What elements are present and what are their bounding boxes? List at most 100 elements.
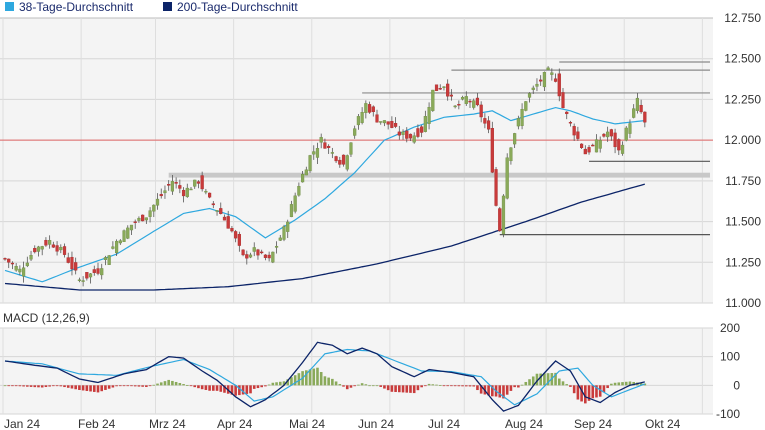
macd-histogram-bar [345,385,349,390]
candle-body [460,97,465,100]
macd-histogram-bar [260,385,263,388]
macd-histogram-bar [66,385,70,388]
macd-histogram-bar [44,385,48,388]
macd-histogram-bar [509,385,513,391]
candle-body [427,107,431,124]
macd-histogram-bar [197,385,200,389]
macd-y-tick-label: 100 [720,350,740,364]
macd-histogram-bar [338,384,342,386]
macd-histogram-bar [457,385,461,387]
candle-body [583,148,587,155]
candle-body [141,214,145,222]
macd-histogram-bar [323,376,327,386]
macd-histogram-bar [126,385,130,387]
candle-body [77,279,81,281]
macd-histogram-bar [487,385,490,396]
macd-histogram-bar [178,383,182,386]
candle-body [479,104,483,118]
macd-histogram-bar [602,385,606,393]
candle-body [163,190,167,194]
candle-body [301,173,305,183]
candle-body [81,280,85,282]
macd-histogram-bar [364,384,368,386]
candle-body [144,217,148,221]
price-y-tick-label: 11.000 [725,296,761,310]
macd-histogram-bar [572,385,576,394]
candle-body [107,255,111,265]
candle-body [51,244,55,248]
macd-histogram-bar [587,385,591,401]
macd-histogram-bar [271,382,275,386]
macd-histogram-bar [342,385,345,387]
macd-histogram-bar [11,385,14,387]
macd-histogram-bar [598,385,602,397]
macd-histogram-bar [63,385,66,388]
macd-histogram-bar [349,385,353,388]
candle-body [542,71,546,88]
candle-body [364,103,368,114]
macd-histogram-bar [405,385,409,393]
macd-histogram-bar [26,385,29,387]
macd-histogram-bar [148,385,152,387]
macd-histogram-bar [305,370,308,386]
candle-body [252,247,256,252]
candle-body [159,194,163,197]
candle-body [408,133,413,139]
macd-histogram-bar [409,385,412,393]
candle-body [88,273,93,278]
macd-histogram-bar [308,369,312,386]
macd-histogram-bar [219,385,223,392]
macd-histogram-bar [569,385,572,387]
candle-body [453,105,457,108]
macd-histogram-bar [212,385,215,391]
candle-body [282,226,286,240]
macd-histogram-bar [55,385,59,387]
macd-histogram-bar [245,385,249,394]
macd-title: MACD (12,26,9) [3,311,90,325]
macd-histogram-bar [200,385,204,390]
x-tick-label: Jun 24 [358,417,394,430]
x-tick-label: Jan 24 [4,417,40,430]
candle-body [423,116,427,132]
macd-histogram-bar [617,382,621,386]
candle-body [516,118,520,127]
macd-histogram-bar [442,385,446,387]
macd-histogram-bar [591,385,595,399]
candle-body [360,112,364,123]
macd-histogram-bar [621,382,624,386]
macd-histogram-bar [230,385,234,395]
candle-body [464,96,468,104]
macd-histogram-bar [420,385,423,388]
macd-histogram-bar [565,384,569,386]
macd-histogram-bar [115,385,118,387]
macd-histogram-bar [133,385,137,387]
macd-histogram-bar [479,385,483,394]
candle-body [85,272,89,279]
macd-histogram-bar [100,385,104,392]
macd-histogram-bar [78,385,81,390]
macd-histogram-bar [14,385,18,387]
macd-histogram-bar [185,385,189,386]
candle-body [635,97,639,111]
candle-body [271,251,275,263]
macd-histogram-bar [29,385,33,387]
price-y-tick-label: 11.750 [725,174,761,188]
macd-histogram-bar [130,385,133,387]
candle-body [207,192,212,198]
macd-histogram-bar [528,379,531,386]
candle-body [487,120,491,130]
legend: 38-Tage-Durchschnitt 200-Tage-Durchschni… [5,0,298,14]
candle-body [546,67,550,70]
macd-histogram-bar [3,385,7,387]
macd-histogram-bar [52,385,55,387]
macd-histogram-bar [461,385,464,387]
macd-histogram-bar [59,385,63,387]
candle-body [219,208,223,214]
macd-histogram-bar [37,385,40,388]
candle-body [382,120,387,124]
candle-body [420,126,424,133]
macd-histogram-bar [438,385,442,386]
candle-body [129,224,134,231]
macd-histogram-bar [639,383,643,386]
